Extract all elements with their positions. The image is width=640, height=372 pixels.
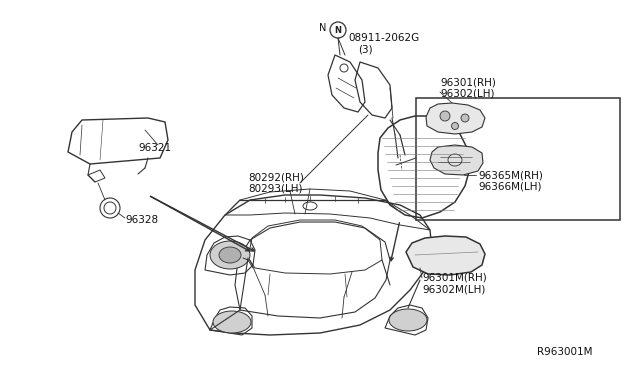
Text: 96301M(RH): 96301M(RH) (422, 273, 487, 283)
Polygon shape (430, 145, 483, 175)
Text: 96328: 96328 (125, 215, 158, 225)
Ellipse shape (461, 114, 469, 122)
Text: N: N (319, 23, 326, 33)
Text: R963001M: R963001M (536, 347, 592, 357)
Text: 80292(RH): 80292(RH) (248, 172, 304, 182)
Text: 96302(LH): 96302(LH) (440, 88, 495, 98)
Text: 96302M(LH): 96302M(LH) (422, 284, 485, 294)
Polygon shape (406, 236, 485, 275)
Text: 96301(RH): 96301(RH) (440, 77, 496, 87)
Text: 96321: 96321 (138, 143, 172, 153)
Ellipse shape (213, 311, 251, 333)
Polygon shape (426, 103, 485, 134)
Ellipse shape (389, 309, 427, 331)
Ellipse shape (210, 241, 250, 269)
Ellipse shape (219, 247, 241, 263)
Text: (3): (3) (358, 44, 372, 54)
Text: 80293(LH): 80293(LH) (248, 183, 303, 193)
Ellipse shape (330, 22, 346, 38)
Text: 08911-2062G: 08911-2062G (348, 33, 419, 43)
Ellipse shape (451, 122, 458, 129)
Bar (416, 98, 620, 220)
Text: 96365M(RH): 96365M(RH) (478, 170, 543, 180)
Ellipse shape (440, 111, 450, 121)
Text: N: N (335, 26, 342, 35)
Text: 96366M(LH): 96366M(LH) (478, 181, 541, 191)
